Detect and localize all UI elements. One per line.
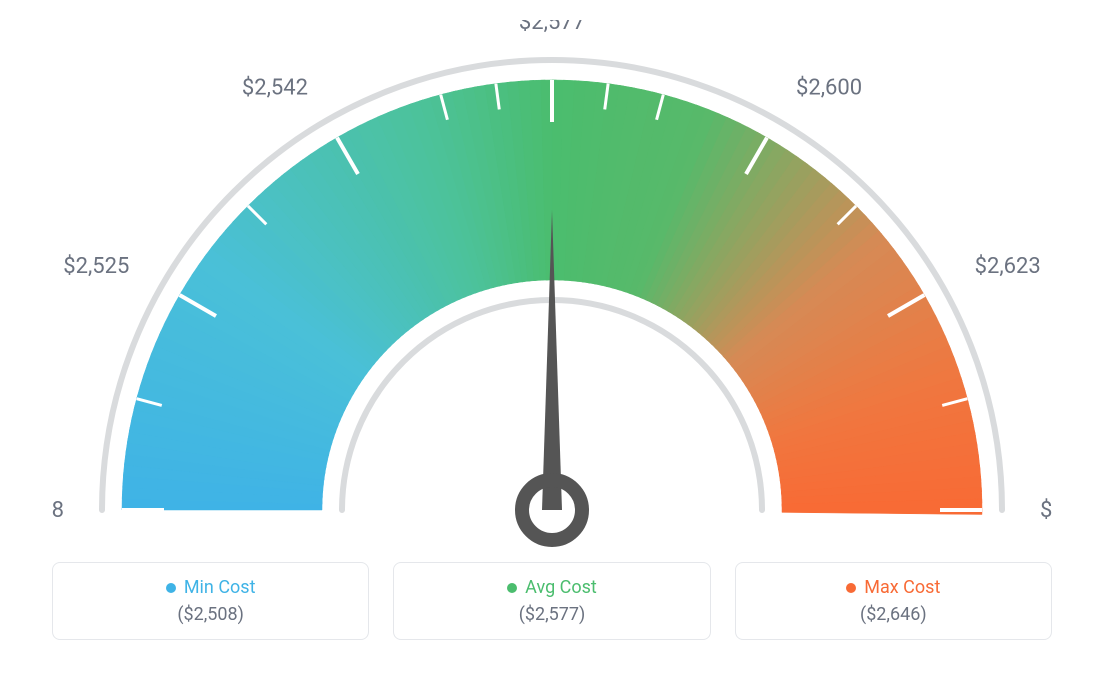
svg-text:$2,525: $2,525 xyxy=(63,254,129,279)
legend-dot-max xyxy=(846,583,856,593)
svg-text:$2,623: $2,623 xyxy=(975,254,1041,279)
legend-row: Min Cost ($2,508) Avg Cost ($2,577) Max … xyxy=(52,562,1052,640)
legend-value-avg: ($2,577) xyxy=(519,604,586,625)
svg-text:$2,577: $2,577 xyxy=(519,20,585,35)
legend-value-min: ($2,508) xyxy=(177,604,244,625)
legend-label-max: Max Cost xyxy=(864,577,940,598)
legend-card-avg: Avg Cost ($2,577) xyxy=(393,562,710,640)
legend-dot-min xyxy=(166,583,176,593)
svg-text:$2,600: $2,600 xyxy=(796,75,862,100)
svg-text:$2,508: $2,508 xyxy=(52,498,64,523)
svg-text:$2,542: $2,542 xyxy=(242,75,308,100)
legend-dot-avg xyxy=(507,583,517,593)
legend-label-avg: Avg Cost xyxy=(525,577,597,598)
legend-value-max: ($2,646) xyxy=(860,604,927,625)
legend-label-min: Min Cost xyxy=(184,577,256,598)
cost-gauge: $2,508 $2,525 $2,542 $2,577 $2,600 $2,623 $2,6… xyxy=(52,20,1052,550)
svg-text:$2,646: $2,646 xyxy=(1040,498,1052,523)
gauge-svg: $2,508 $2,525 $2,542 $2,577 $2,600 $2,623 $2,6… xyxy=(52,20,1052,550)
legend-card-min: Min Cost ($2,508) xyxy=(52,562,369,640)
legend-card-max: Max Cost ($2,646) xyxy=(735,562,1052,640)
